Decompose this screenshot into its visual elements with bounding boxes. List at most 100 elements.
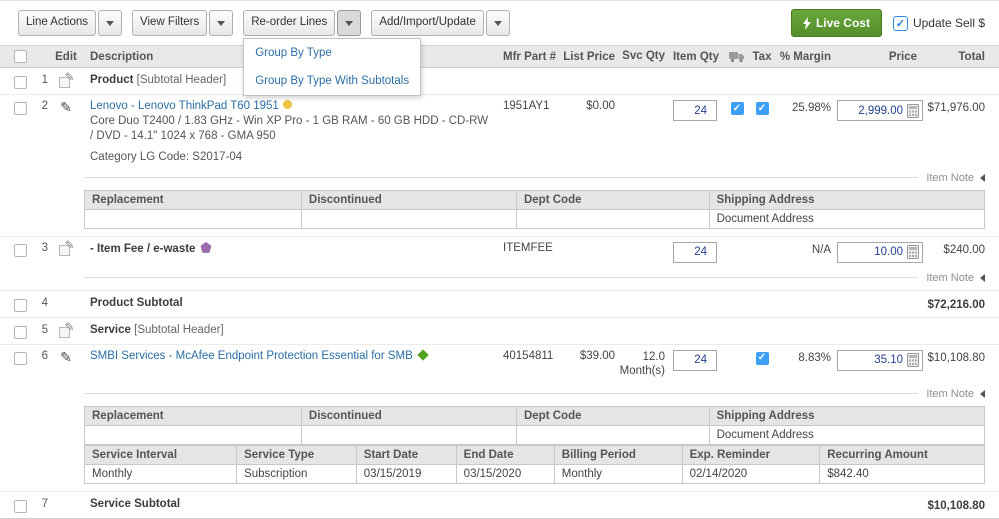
live-cost-button[interactable]: Live Cost	[790, 9, 882, 37]
subtotal-value: $10,108.80	[927, 499, 985, 512]
item-note-row: Item Note	[84, 172, 985, 184]
view-filters-button[interactable]: View Filters	[132, 10, 208, 36]
fee-title: - Item Fee / e-waste	[90, 242, 196, 255]
col-price: Price	[888, 50, 917, 63]
chevron-down-icon	[106, 20, 115, 26]
line-6: 6 SMBI Services - McAfee Endpoint Protec…	[0, 345, 999, 492]
price-input[interactable]	[841, 103, 907, 118]
row-checkbox[interactable]	[13, 76, 27, 89]
row-number: 3	[41, 241, 48, 254]
col-end-date: End Date	[455, 444, 555, 465]
product-category: Category LG Code: S2017-04	[90, 150, 243, 163]
margin-value: 25.98%	[791, 102, 831, 114]
edit-note-icon[interactable]	[58, 70, 75, 88]
shipping-address-cell[interactable]: Document Address	[708, 208, 986, 229]
col-shipping-address: Shipping Address	[708, 405, 986, 426]
margin-value: 8.83%	[798, 351, 831, 364]
start-date-cell: 03/15/2019	[355, 463, 457, 484]
update-sell-toggle: Update Sell $	[892, 15, 985, 31]
add-import-update-dropdown-button[interactable]	[485, 10, 510, 36]
product-title-link[interactable]: Lenovo - Lenovo ThinkPad T60 1951	[90, 100, 279, 112]
col-start-date: Start Date	[355, 444, 457, 465]
collapse-left-icon[interactable]	[980, 273, 985, 282]
mfr-part-value: ITEMFEE	[503, 241, 553, 254]
view-filters-split-button: View Filters	[132, 10, 234, 36]
item-qty-input[interactable]	[673, 100, 717, 121]
item-note-row: Item Note	[84, 272, 985, 284]
subtotal-value: $72,216.00	[927, 298, 985, 311]
update-sell-checkbox[interactable]	[892, 15, 908, 31]
item-qty-input[interactable]	[673, 241, 717, 263]
billing-period-cell: Monthly	[553, 463, 683, 484]
green-diamond-badge	[417, 349, 429, 361]
col-total: Total	[958, 50, 985, 63]
col-item-qty: Item Qty	[672, 50, 719, 63]
add-import-update-split-button: Add/Import/Update	[371, 10, 510, 36]
price-input[interactable]	[841, 245, 907, 260]
col-list-price: List Price	[563, 50, 615, 63]
row-checkbox[interactable]	[13, 102, 27, 115]
dept-code-cell[interactable]	[515, 208, 710, 229]
edit-note-icon[interactable]	[58, 238, 75, 256]
col-replacement: Replacement	[84, 405, 302, 426]
service-type-cell: Subscription	[236, 463, 357, 484]
row-checkbox[interactable]	[13, 351, 27, 365]
edit-pencil-icon[interactable]	[60, 100, 72, 114]
col-margin: % Margin	[779, 50, 831, 63]
chevron-down-icon	[493, 20, 502, 26]
line-2: 2 Lenovo - Lenovo ThinkPad T60 1951 Core…	[0, 95, 999, 237]
edit-pencil-icon[interactable]	[60, 350, 72, 364]
toolbar: Line Actions View Filters Re-order Lines…	[0, 1, 999, 97]
row-checkbox[interactable]	[13, 325, 27, 339]
edit-note-icon[interactable]	[58, 320, 75, 338]
collapse-left-icon[interactable]	[980, 173, 985, 182]
total-value: $10,108.80	[927, 351, 985, 364]
item-note-link[interactable]: Item Note	[926, 171, 974, 184]
add-import-update-button[interactable]: Add/Import/Update	[371, 10, 484, 36]
item-note-link[interactable]: Item Note	[926, 387, 974, 400]
row-number: 4	[41, 296, 48, 309]
line-actions-dropdown-button[interactable]	[98, 10, 123, 36]
item-note-link[interactable]: Item Note	[926, 271, 974, 284]
discontinued-cell[interactable]	[300, 208, 517, 229]
subtotal-header-suffix: [Subtotal Header]	[136, 74, 227, 86]
col-shipping-address: Shipping Address	[708, 189, 986, 210]
tax-checkbox[interactable]	[755, 102, 769, 115]
reorder-lines-split-button: Re-order Lines Group By Type Group By Ty…	[243, 10, 422, 97]
col-mfr-part: Mfr Part #	[503, 50, 557, 63]
row-checkbox[interactable]	[13, 298, 27, 312]
line-1: 1 Product [Subtotal Header]	[0, 68, 999, 95]
col-discontinued: Discontinued	[300, 405, 517, 426]
menu-item-group-by-type[interactable]: Group By Type	[255, 47, 332, 60]
calculator-icon[interactable]	[907, 245, 919, 260]
row-number: 2	[41, 100, 48, 112]
list-price-value: $0.00	[586, 100, 615, 112]
shipping-checkbox[interactable]	[730, 102, 744, 115]
view-filters-dropdown-button[interactable]	[209, 10, 234, 36]
line-actions-button[interactable]: Line Actions	[18, 10, 97, 36]
replacement-cell[interactable]	[84, 424, 302, 445]
live-cost-label: Live Cost	[815, 16, 870, 30]
calculator-icon[interactable]	[907, 353, 919, 368]
reorder-lines-dropdown-button[interactable]	[337, 10, 362, 36]
select-all-checkbox[interactable]	[13, 50, 27, 63]
replacement-cell[interactable]	[84, 208, 302, 229]
service-title-link[interactable]: SMBI Services - McAfee Endpoint Protecti…	[90, 349, 413, 362]
item-qty-input[interactable]	[673, 349, 717, 371]
discontinued-cell[interactable]	[300, 424, 517, 445]
shipping-truck-icon	[725, 51, 749, 63]
shipping-address-cell[interactable]: Document Address	[708, 424, 986, 445]
note-divider	[84, 177, 919, 179]
tax-checkbox[interactable]	[755, 351, 769, 365]
reorder-lines-button[interactable]: Re-order Lines	[243, 10, 336, 36]
price-field	[837, 100, 923, 121]
menu-item-group-by-type-with-subtotals[interactable]: Group By Type With Subtotals	[255, 75, 410, 88]
price-field	[837, 241, 923, 263]
collapse-left-icon[interactable]	[980, 389, 985, 398]
calculator-icon[interactable]	[907, 103, 919, 118]
dept-code-cell[interactable]	[515, 424, 710, 445]
col-edit: Edit	[55, 50, 77, 63]
item-detail-table: Replacement Discontinued Dept Code Shipp…	[84, 405, 986, 445]
row-checkbox[interactable]	[13, 243, 27, 257]
price-input[interactable]	[841, 353, 907, 368]
